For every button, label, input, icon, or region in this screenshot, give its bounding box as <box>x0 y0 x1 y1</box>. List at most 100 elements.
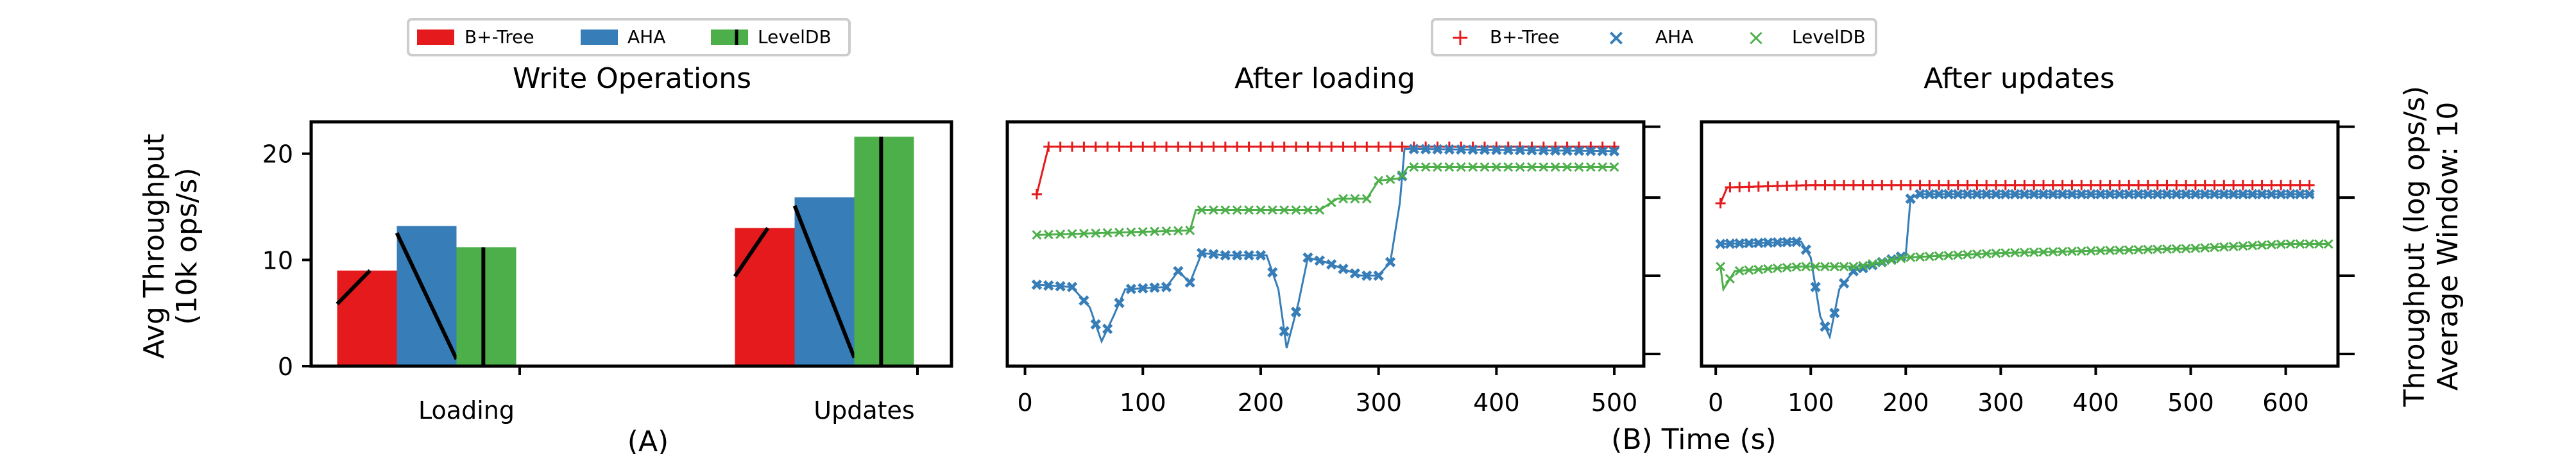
marker-btree <box>1934 180 1945 190</box>
marker-aha <box>2294 189 2305 200</box>
marker-leveldb <box>2153 244 2163 255</box>
marker-leveldb <box>1609 162 1619 172</box>
marker-leveldb <box>2276 239 2286 249</box>
marker-btree <box>2057 180 2068 190</box>
marker-leveldb <box>1209 205 1218 215</box>
chart-title-b2: After updates <box>1923 62 2115 95</box>
marker-btree <box>2304 180 2315 190</box>
marker-leveldb <box>2228 241 2239 251</box>
marker-btree <box>1161 141 1172 152</box>
marker-leveldb <box>1924 251 1934 262</box>
marker-aha <box>1905 193 1916 205</box>
marker-aha <box>2209 189 2220 200</box>
marker-aha <box>1302 252 1313 263</box>
marker-btree <box>1385 141 1396 152</box>
marker-leveldb <box>1043 230 1053 240</box>
marker-aha <box>1267 267 1278 278</box>
bar-group <box>336 137 914 367</box>
x-tick-label: 100 <box>1120 389 1166 417</box>
marker-leveldb <box>1858 260 1868 271</box>
marker-btree <box>1762 181 1773 192</box>
legend-label-leveldb: LevelDB <box>758 26 832 47</box>
marker-aha <box>2171 189 2182 200</box>
marker-btree <box>1782 180 1793 191</box>
marker-btree <box>1952 180 1963 190</box>
marker-btree <box>1102 141 1113 152</box>
marker-leveldb <box>1161 226 1172 236</box>
marker-leveldb <box>1915 252 1925 262</box>
marker-leveldb <box>1433 162 1442 172</box>
marker-aha <box>1491 144 1502 155</box>
marker-aha <box>1725 238 1736 249</box>
marker-leveldb <box>1829 262 1839 272</box>
marker-leveldb <box>1267 205 1277 215</box>
marker-btree <box>1279 141 1290 152</box>
marker-btree <box>2219 180 2230 190</box>
marker-leveldb <box>1279 205 1290 215</box>
marker-btree <box>2095 180 2106 190</box>
marker-aha <box>2124 189 2135 200</box>
marker-btree <box>1990 180 2001 190</box>
marker-leveldb <box>2029 247 2039 257</box>
marker-leveldb <box>2171 244 2181 254</box>
marker-leveldb <box>1185 225 1195 235</box>
x-ticks-b2: 0 100 200 300 400 500 600 <box>1708 366 2309 417</box>
marker-aha <box>1326 259 1337 270</box>
marker-leveldb <box>1981 249 1992 259</box>
marker-btree <box>2067 180 2077 190</box>
marker-leveldb <box>1220 205 1231 215</box>
marker-btree <box>2124 180 2135 190</box>
marker-btree <box>1886 180 1897 190</box>
marker-btree <box>1924 180 1935 190</box>
marker-leveldb <box>1963 249 1973 260</box>
marker-btree <box>2199 180 2210 190</box>
y-tick-label: 10 <box>262 246 293 274</box>
y-ticks-a: 0 10 20 <box>262 140 311 381</box>
marker-leveldb <box>1091 228 1101 239</box>
marker-leveldb <box>1114 228 1124 238</box>
marker-btree <box>1243 141 1254 152</box>
x-tick-label: 300 <box>1355 389 1402 417</box>
marker-aha <box>1043 280 1054 291</box>
x-tick-label: 500 <box>1591 389 1638 417</box>
marker-leveldb <box>1562 162 1573 172</box>
marker-aha <box>2152 189 2163 200</box>
series-line-aha <box>1036 147 1615 349</box>
marker-aha <box>1055 281 1066 292</box>
marker-aha <box>2133 189 2144 200</box>
marker-aha <box>2162 189 2172 200</box>
marker-leveldb <box>1734 265 1744 276</box>
marker-leveldb <box>2038 247 2049 257</box>
x-tick-label: 400 <box>1473 389 1520 417</box>
marker-aha <box>2304 189 2315 200</box>
marker-leveldb <box>2190 243 2201 253</box>
marker-aha <box>2019 189 2030 200</box>
marker-btree <box>2104 180 2115 190</box>
legend-swatch-bptree <box>417 29 454 45</box>
marker-leveldb <box>2019 248 2029 258</box>
marker-btree <box>1220 141 1231 152</box>
marker-btree <box>2114 180 2125 190</box>
marker-leveldb <box>2266 240 2276 250</box>
marker-aha <box>2038 189 2049 200</box>
marker-leveldb <box>1173 226 1183 236</box>
marker-leveldb <box>1374 176 1384 186</box>
marker-aha <box>1456 144 1467 155</box>
marker-btree <box>1962 180 1973 190</box>
x-tick-label: 0 <box>1708 389 1723 417</box>
marker-leveldb <box>1409 162 1419 172</box>
marker-btree <box>1725 182 1736 193</box>
marker-btree <box>1839 180 1850 190</box>
x-tick-label: 0 <box>1017 389 1032 417</box>
marker-aha <box>1255 249 1267 261</box>
marker-aha <box>1314 255 1325 266</box>
marker-aha <box>1952 189 1963 200</box>
marker-leveldb <box>1868 259 1877 269</box>
line-chart-after-loading: After loading 0 100 200 300 400 500 <box>1005 62 1660 417</box>
marker-leveldb <box>1138 227 1148 237</box>
marker-aha <box>1743 238 1755 249</box>
marker-aha <box>1066 282 1078 292</box>
marker-aha <box>2067 189 2077 200</box>
marker-leveldb <box>1906 252 1916 262</box>
marker-aha <box>1114 298 1125 308</box>
